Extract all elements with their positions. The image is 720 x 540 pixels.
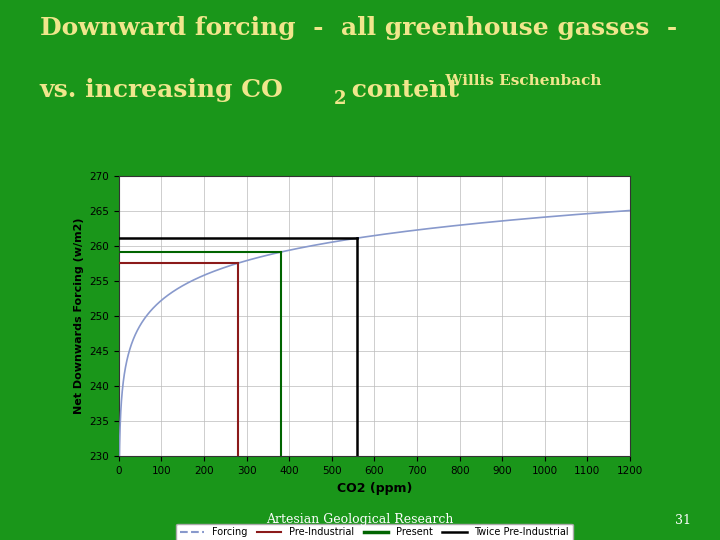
Text: 31: 31 [675, 514, 691, 526]
Legend: Forcing, Pre-Industrial, Present, Twice Pre-Industrial: Forcing, Pre-Industrial, Present, Twice … [176, 523, 573, 540]
Text: Downward forcing  -  all greenhouse gasses  -: Downward forcing - all greenhouse gasses… [40, 16, 677, 40]
Y-axis label: Net Downwards Forcing (w/m2): Net Downwards Forcing (w/m2) [73, 218, 84, 414]
Text: Artesian Geological Research: Artesian Geological Research [266, 514, 454, 526]
Text: 2: 2 [333, 90, 346, 108]
Text: content: content [343, 78, 459, 102]
X-axis label: CO2 (ppm): CO2 (ppm) [337, 482, 412, 495]
Text: vs. increasing CO: vs. increasing CO [40, 78, 284, 102]
Text: -  Willis Eschenbach: - Willis Eschenbach [418, 74, 602, 88]
